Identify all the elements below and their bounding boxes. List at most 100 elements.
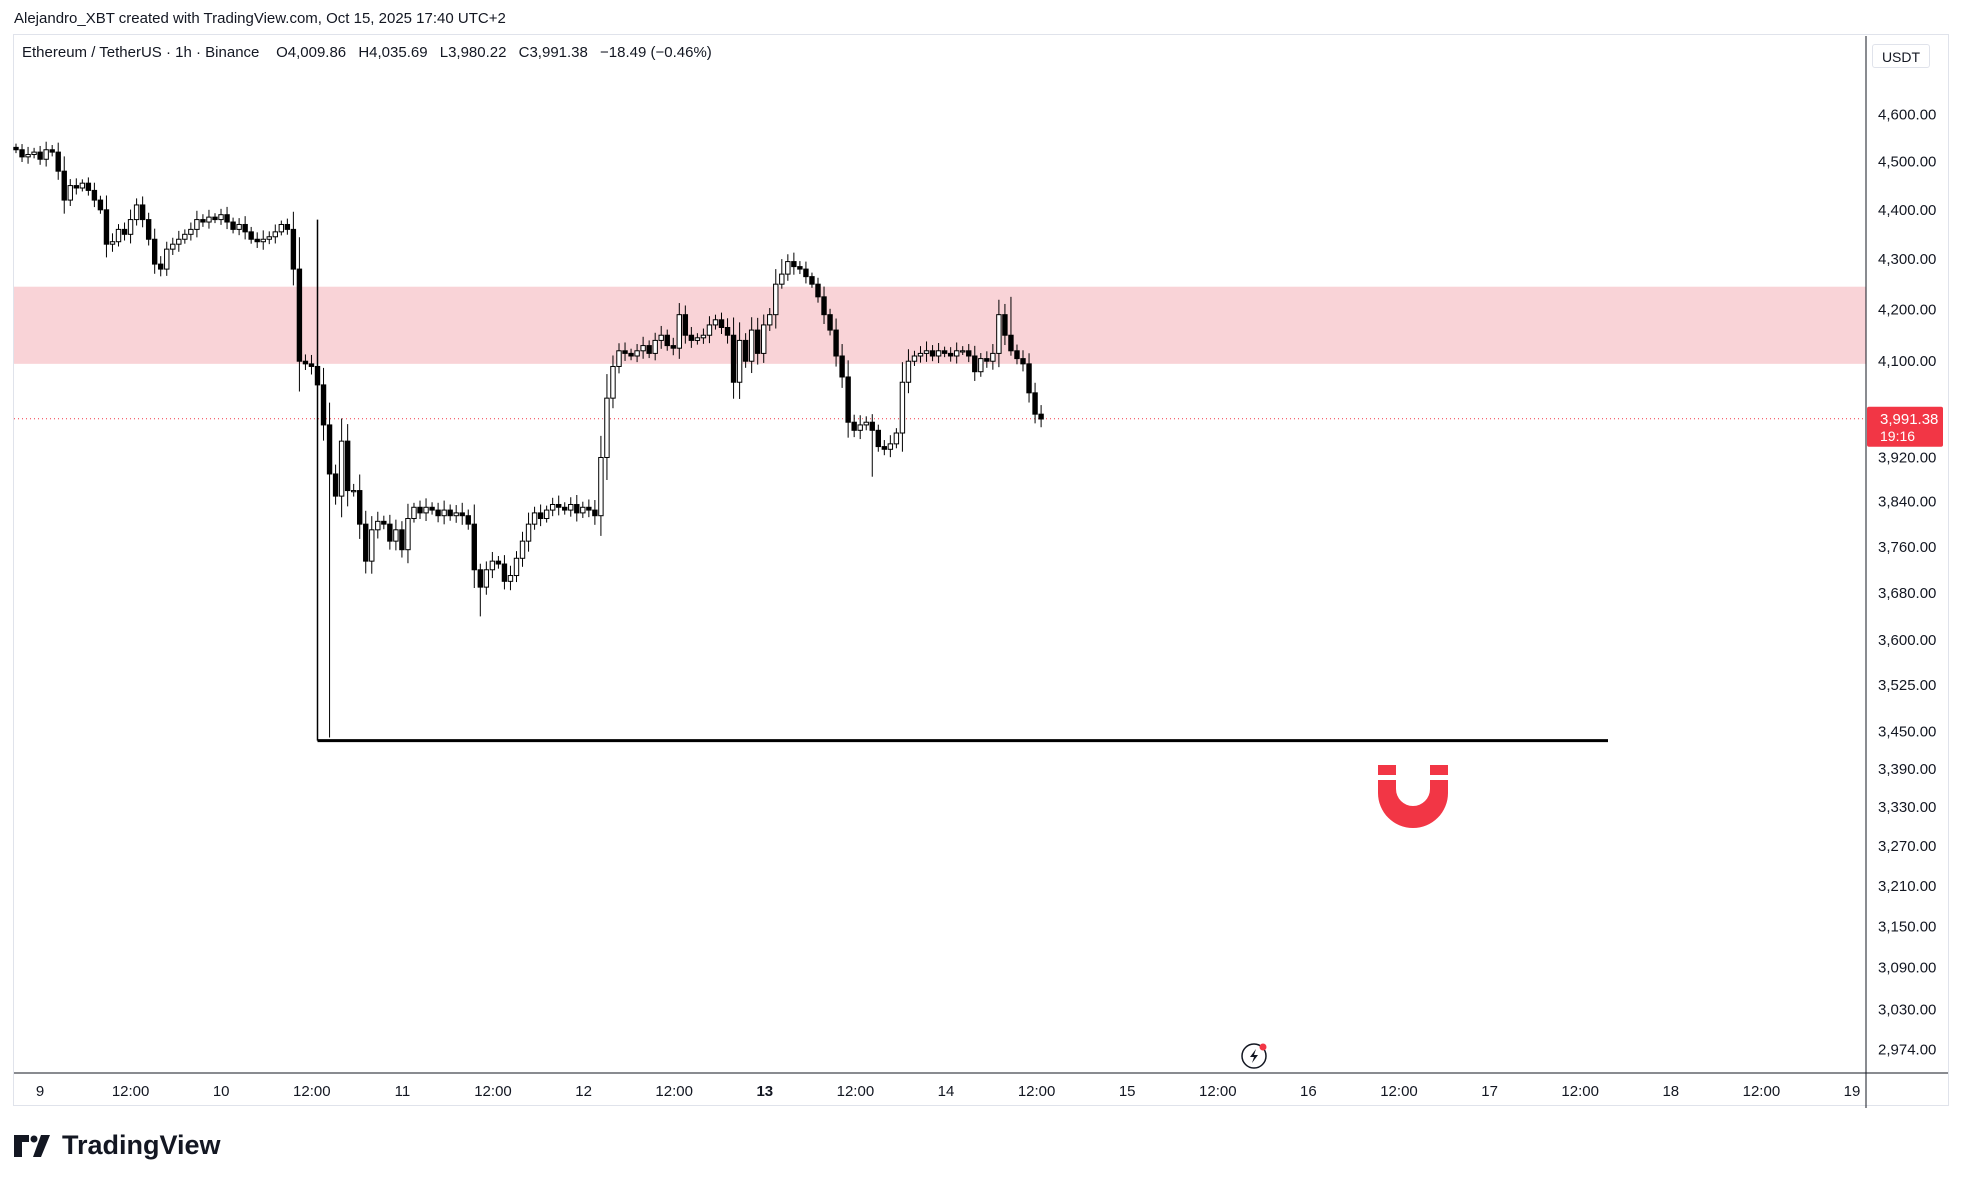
candle <box>296 237 303 392</box>
candle <box>899 362 906 452</box>
candle-up <box>272 231 278 238</box>
candle-up <box>960 350 966 353</box>
candle-up <box>893 432 900 445</box>
candle-up <box>598 456 604 517</box>
candle-up <box>441 509 447 517</box>
candle-up <box>278 223 285 233</box>
price-tick-label: 3,920.00 <box>1878 449 1936 466</box>
candle <box>791 252 797 275</box>
candle <box>592 500 598 525</box>
candle-up <box>911 355 918 362</box>
candle-down <box>592 509 598 517</box>
candle <box>260 230 266 250</box>
candle <box>972 345 978 381</box>
time-tick-label: 12:00 <box>655 1083 693 1100</box>
time-tick-label: 9 <box>36 1083 44 1100</box>
candle-up <box>188 228 194 235</box>
price-tick-label: 4,200.00 <box>1878 302 1936 319</box>
candle-down <box>1008 334 1014 352</box>
candle-down <box>791 261 797 268</box>
tradingview-logo-icon <box>14 1134 50 1157</box>
candle <box>31 147 37 159</box>
candle <box>887 435 894 458</box>
candle <box>851 414 857 438</box>
candle-down <box>103 209 110 245</box>
candle <box>290 211 297 286</box>
time-tick-label: 12 <box>575 1083 592 1100</box>
candle-up <box>67 185 73 201</box>
candle-down <box>158 263 164 270</box>
candle-up <box>338 440 345 497</box>
candle <box>1008 296 1014 356</box>
candle <box>176 230 182 252</box>
candle <box>357 474 363 539</box>
candle <box>960 346 966 356</box>
candle <box>326 402 333 738</box>
price-tick-label: 3,760.00 <box>1878 539 1936 556</box>
candle-up <box>218 214 224 221</box>
candle <box>320 367 327 441</box>
legend-close-label: C <box>518 44 530 61</box>
candle-up <box>206 216 212 223</box>
candle-up <box>887 443 894 450</box>
time-tick-label: 12:00 <box>1199 1083 1237 1100</box>
candle-down <box>242 223 248 233</box>
price-tick-label: 3,840.00 <box>1878 494 1936 511</box>
candle-up <box>604 397 610 458</box>
candle-down <box>730 334 737 383</box>
candle <box>568 497 574 517</box>
candle <box>200 214 206 227</box>
candle-up <box>748 329 755 362</box>
candle-down <box>742 339 749 362</box>
candle-down <box>212 216 218 221</box>
legend-open: 4,009.86 <box>287 44 347 61</box>
candle-up <box>652 339 658 354</box>
time-tick-label: 12:00 <box>1743 1083 1781 1100</box>
candle <box>531 506 538 530</box>
candle-up <box>634 350 640 357</box>
candle-down <box>797 266 803 270</box>
candle <box>429 502 435 515</box>
candle <box>369 516 375 574</box>
candle-down <box>688 334 695 341</box>
price-tick-label: 2,974.00 <box>1878 1042 1936 1059</box>
candle <box>79 179 86 192</box>
candle <box>712 314 719 330</box>
candle-down <box>55 151 61 172</box>
time-tick-label: 11 <box>395 1083 411 1100</box>
candle-up <box>905 360 912 383</box>
candle <box>869 414 875 477</box>
price-tick-label: 3,270.00 <box>1878 838 1936 855</box>
candle <box>990 344 996 370</box>
last-price-badge-bg <box>1867 406 1943 447</box>
candle <box>863 416 869 431</box>
candle-down <box>881 446 888 450</box>
candle <box>525 512 532 552</box>
time-tick-label: 13 <box>756 1083 773 1100</box>
candle-up <box>109 241 116 245</box>
tradingview-logo[interactable]: TradingView <box>14 1130 221 1161</box>
currency-button[interactable]: USDT <box>1872 44 1930 68</box>
candle <box>1014 344 1020 365</box>
candle-down <box>628 352 634 357</box>
candle-up <box>712 319 719 326</box>
price-tick-label: 4,100.00 <box>1878 353 1936 370</box>
candle <box>266 231 272 245</box>
price-tick-label: 4,300.00 <box>1878 251 1936 268</box>
candle <box>694 333 701 345</box>
time-tick-label: 12:00 <box>1018 1083 1056 1100</box>
symbol-legend[interactable]: Ethereum / TetherUS · 1h · Binance O4,00… <box>22 44 712 61</box>
candle <box>809 272 815 288</box>
candle-down <box>290 228 297 270</box>
candle-down <box>37 151 43 160</box>
candle <box>13 143 19 154</box>
candle <box>194 210 200 238</box>
candle <box>423 498 429 521</box>
candle-down <box>320 384 327 426</box>
price-tick-label: 4,400.00 <box>1878 202 1936 219</box>
candle <box>278 220 285 236</box>
candle-up <box>568 503 574 511</box>
candle-up <box>935 350 942 357</box>
